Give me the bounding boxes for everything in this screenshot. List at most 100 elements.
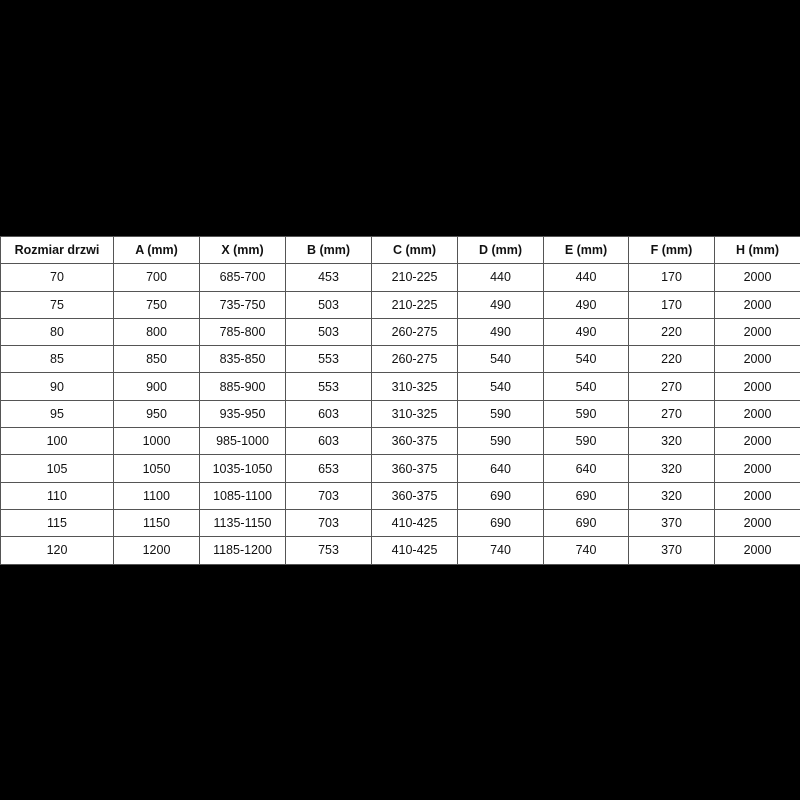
- table-cell: 1085-1100: [199, 481, 286, 510]
- table-cell: 100: [0, 427, 114, 456]
- table-cell: 85: [0, 345, 114, 374]
- table-cell: 2000: [714, 508, 800, 538]
- column-header: E (mm): [543, 235, 629, 265]
- table-cell: 490: [543, 317, 629, 347]
- table-row: 95 950 935-950 603 310-325 590 590 270 2000: [0, 399, 800, 429]
- table-cell: 685-700: [199, 263, 286, 292]
- column-header: X (mm): [199, 235, 286, 265]
- table-row: 100 1000 985-1000 603 360-375 590 590 320 2000: [0, 427, 800, 456]
- table-cell: 540: [457, 372, 544, 401]
- table-row: 85 850 835-850 553 260-275 540 540 220 2000: [0, 345, 800, 374]
- table-cell: 2000: [714, 427, 800, 456]
- table-cell: 553: [285, 345, 372, 374]
- table-cell: 785-800: [199, 317, 286, 347]
- table-cell: 453: [285, 263, 372, 292]
- table-cell: 95: [0, 399, 114, 429]
- table-cell: 690: [457, 481, 544, 510]
- table-cell: 540: [543, 372, 629, 401]
- table-cell: 360-375: [371, 481, 458, 510]
- column-header: F (mm): [628, 235, 715, 265]
- table-cell: 640: [543, 454, 629, 483]
- table-cell: 2000: [714, 345, 800, 374]
- table-cell: 540: [457, 345, 544, 374]
- table-cell: 410-425: [371, 508, 458, 538]
- column-header: Rozmiar drzwi: [0, 235, 114, 265]
- table-cell: 170: [628, 263, 715, 292]
- table-cell: 80: [0, 317, 114, 347]
- table-cell: 690: [457, 508, 544, 538]
- table-cell: 590: [543, 399, 629, 429]
- table-cell: 2000: [714, 536, 800, 565]
- table-cell: 1135-1150: [199, 508, 286, 538]
- table-cell: 703: [285, 481, 372, 510]
- table-cell: 370: [628, 536, 715, 565]
- table-cell: 310-325: [371, 399, 458, 429]
- table-cell: 440: [457, 263, 544, 292]
- header-row: Rozmiar drzwi A (mm) X (mm) B (mm) C (mm) D (…: [0, 235, 800, 265]
- table-cell: 703: [285, 508, 372, 538]
- column-header: B (mm): [285, 235, 372, 265]
- table-cell: 503: [285, 290, 372, 319]
- table-cell: 1050: [113, 454, 200, 483]
- table-row: 80 800 785-800 503 260-275 490 490 220 2000: [0, 317, 800, 347]
- table-cell: 270: [628, 372, 715, 401]
- table-cell: 740: [457, 536, 544, 565]
- table-cell: 700: [113, 263, 200, 292]
- table-row: 105 1050 1035-1050 653 360-375 640 640 320 2000: [0, 454, 800, 483]
- table-cell: 590: [543, 427, 629, 456]
- table-cell: 210-225: [371, 290, 458, 319]
- table-cell: 2000: [714, 317, 800, 347]
- table-cell: 750: [113, 290, 200, 319]
- table-cell: 310-325: [371, 372, 458, 401]
- table-cell: 690: [543, 508, 629, 538]
- table-cell: 690: [543, 481, 629, 510]
- table-row: 70 700 685-700 453 210-225 440 440 170 2000: [0, 263, 800, 292]
- table-cell: 1185-1200: [199, 536, 286, 565]
- table-cell: 370: [628, 508, 715, 538]
- table-row: 90 900 885-900 553 310-325 540 540 270 2000: [0, 372, 800, 401]
- table-cell: 1035-1050: [199, 454, 286, 483]
- column-header: H (mm): [714, 235, 800, 265]
- table-cell: 2000: [714, 399, 800, 429]
- table-cell: 120: [0, 536, 114, 565]
- table-cell: 115: [0, 508, 114, 538]
- table-cell: 503: [285, 317, 372, 347]
- table-cell: 2000: [714, 290, 800, 319]
- table-row: 75 750 735-750 503 210-225 490 490 170 2000: [0, 290, 800, 319]
- table-cell: 900: [113, 372, 200, 401]
- table-cell: 70: [0, 263, 114, 292]
- table-cell: 2000: [714, 454, 800, 483]
- table-cell: 553: [285, 372, 372, 401]
- table-cell: 360-375: [371, 427, 458, 456]
- table-cell: 540: [543, 345, 629, 374]
- table-cell: 800: [113, 317, 200, 347]
- table-cell: 935-950: [199, 399, 286, 429]
- table-cell: 603: [285, 399, 372, 429]
- table-cell: 885-900: [199, 372, 286, 401]
- table-cell: 210-225: [371, 263, 458, 292]
- column-header: C (mm): [371, 235, 458, 265]
- table-cell: 220: [628, 345, 715, 374]
- table-cell: 410-425: [371, 536, 458, 565]
- table-cell: 320: [628, 481, 715, 510]
- table-cell: 1100: [113, 481, 200, 510]
- table-cell: 220: [628, 317, 715, 347]
- table-cell: 1150: [113, 508, 200, 538]
- table-cell: 735-750: [199, 290, 286, 319]
- table-cell: 950: [113, 399, 200, 429]
- table-cell: 603: [285, 427, 372, 456]
- table-row: 115 1150 1135-1150 703 410-425 690 690 370 2000: [0, 508, 800, 538]
- table-cell: 985-1000: [199, 427, 286, 456]
- column-header: D (mm): [457, 235, 544, 265]
- table-cell: 440: [543, 263, 629, 292]
- table-cell: 360-375: [371, 454, 458, 483]
- table-cell: 490: [457, 317, 544, 347]
- table-cell: 270: [628, 399, 715, 429]
- table-row: 110 1100 1085-1100 703 360-375 690 690 320 2000: [0, 481, 800, 510]
- table-cell: 110: [0, 481, 114, 510]
- table-cell: 1000: [113, 427, 200, 456]
- table-cell: 320: [628, 454, 715, 483]
- table-row: 120 1200 1185-1200 753 410-425 740 740 370 2000: [0, 536, 800, 565]
- table-cell: 490: [543, 290, 629, 319]
- table-cell: 590: [457, 399, 544, 429]
